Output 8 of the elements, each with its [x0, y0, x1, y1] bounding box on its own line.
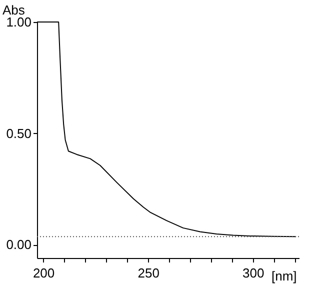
y-tick-label: 1.00 [6, 14, 32, 30]
x-tick-label: 250 [138, 266, 160, 280]
y-axis-title: Abs [2, 2, 26, 18]
x-tick-label: 300 [242, 266, 264, 280]
y-tick-label: 0.50 [6, 126, 32, 141]
x-axis-title: [nm] [272, 268, 297, 284]
x-tick-label: 200 [32, 266, 55, 280]
y-tick-label: 0.00 [6, 237, 32, 252]
